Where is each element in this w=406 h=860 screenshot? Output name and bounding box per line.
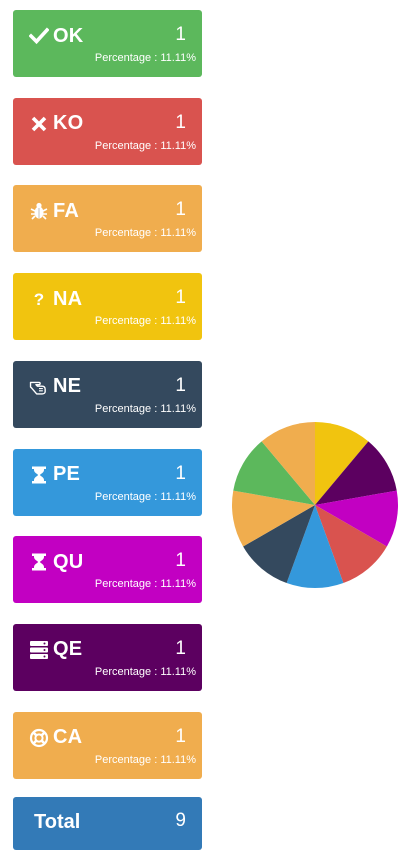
card-count: 1 <box>175 287 186 309</box>
card-percentage: Percentage : 11.11% <box>94 402 196 415</box>
card-count: 1 <box>175 550 186 572</box>
times-icon <box>29 114 49 134</box>
server-icon <box>29 640 49 660</box>
card-count: 1 <box>175 111 186 133</box>
status-card-qu[interactable]: QU 1 Percentage : 11.11% <box>13 536 202 604</box>
card-percentage: Percentage : 11.11% <box>94 665 196 678</box>
life-ring-icon <box>29 728 49 748</box>
card-header: FA <box>29 199 79 223</box>
card-percentage: Percentage : 11.11% <box>94 490 196 503</box>
card-percentage: Percentage : 11.11% <box>94 52 196 64</box>
svg-text:?: ? <box>34 290 44 309</box>
card-header: KO <box>29 112 83 136</box>
question-icon: ? <box>29 289 49 309</box>
card-count: 1 <box>175 462 186 484</box>
card-header: ? NA <box>29 287 82 311</box>
card-count: 1 <box>175 24 186 45</box>
card-count: 1 <box>175 637 186 659</box>
card-percentage: Percentage : 11.11% <box>94 227 196 240</box>
card-percentage: Percentage : 11.11% <box>94 753 196 766</box>
card-count: 1 <box>175 374 186 396</box>
card-label: KO <box>53 112 84 135</box>
pie-slice-ko[interactable] <box>315 505 387 583</box>
card-label: QU <box>53 550 84 573</box>
hourglass-icon <box>29 552 49 572</box>
pie-slice-ok[interactable] <box>233 441 315 505</box>
status-card-fa[interactable]: FA 1 Percentage : 11.11% <box>13 185 202 253</box>
check-icon <box>29 26 49 46</box>
status-card-ko[interactable]: KO 1 Percentage : 11.11% <box>13 97 202 165</box>
card-percentage: Percentage : 11.11% <box>94 315 196 328</box>
card-label: FA <box>53 199 79 222</box>
card-header: QU <box>29 550 83 574</box>
card-label: CA <box>53 726 83 749</box>
hand-icon <box>29 377 49 397</box>
status-pie-chart <box>232 422 398 588</box>
card-header: QE <box>29 638 82 662</box>
total-card: Total 9 <box>13 797 202 850</box>
card-header: NE <box>29 375 81 399</box>
pie-slice-fa[interactable] <box>232 490 315 547</box>
card-header: OK <box>29 24 83 48</box>
pie-slice-pe[interactable] <box>286 505 344 588</box>
pie-slice-ne[interactable] <box>243 505 315 583</box>
status-card-ne[interactable]: NE 1 Percentage : 11.11% <box>13 360 202 428</box>
total-label: Total <box>34 811 81 833</box>
pie-slice-na[interactable] <box>315 422 369 505</box>
status-card-ok[interactable]: OK 1 Percentage : 11.11% <box>13 10 202 77</box>
status-card-ca[interactable]: CA 1 Percentage : 11.11% <box>13 711 202 779</box>
card-label: QE <box>53 638 83 661</box>
status-card-qe[interactable]: QE 1 Percentage : 11.11% <box>13 623 202 691</box>
total-count: 9 <box>175 810 186 831</box>
pie-slice-qe[interactable] <box>315 441 397 505</box>
card-label: NA <box>53 287 83 310</box>
status-card-pe[interactable]: PE 1 Percentage : 11.11% <box>13 448 202 516</box>
card-label: NE <box>53 375 82 398</box>
card-header: PE <box>29 463 80 487</box>
status-card-na[interactable]: ? NA 1 Percentage : 11.11% <box>13 273 202 341</box>
bug-icon <box>29 201 49 221</box>
hourglass-icon <box>29 465 49 485</box>
card-label: OK <box>53 24 84 47</box>
card-percentage: Percentage : 11.11% <box>94 139 196 152</box>
card-header: CA <box>29 726 82 750</box>
pie-slice-qu[interactable] <box>315 490 398 547</box>
card-count: 1 <box>175 725 186 747</box>
card-count: 1 <box>175 199 186 221</box>
pie-slice-ca[interactable] <box>261 422 315 505</box>
card-percentage: Percentage : 11.11% <box>94 578 196 591</box>
card-label: PE <box>53 463 81 485</box>
